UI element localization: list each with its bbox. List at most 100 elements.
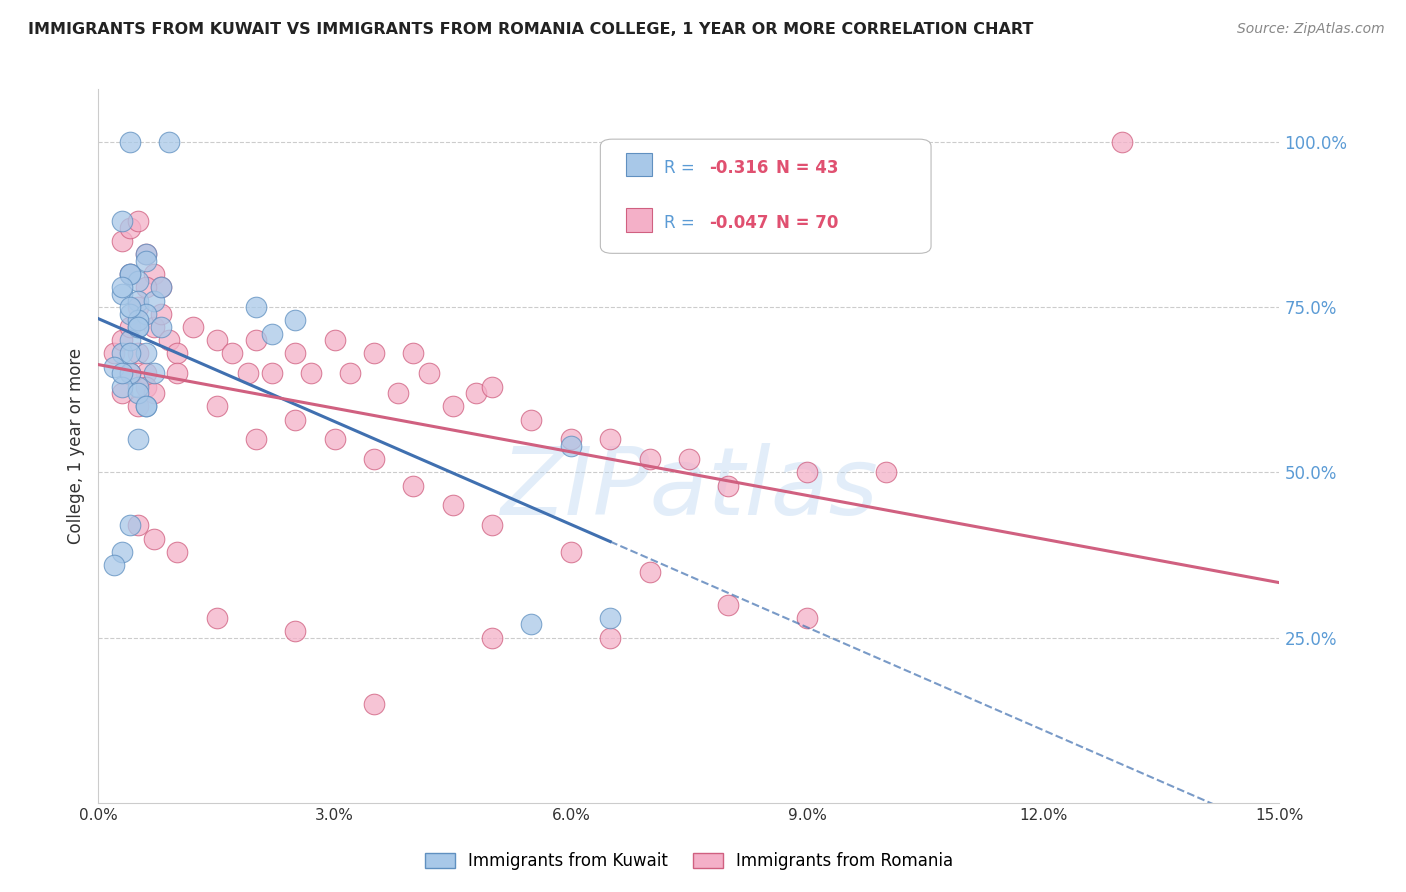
Y-axis label: College, 1 year or more: College, 1 year or more — [67, 348, 86, 544]
Point — [181, 320, 204, 334]
Point — [402, 478, 425, 492]
Point — [127, 400, 149, 414]
Point — [127, 214, 149, 228]
Point — [260, 367, 283, 381]
Point — [118, 346, 141, 360]
Point — [205, 333, 228, 347]
FancyBboxPatch shape — [626, 153, 652, 177]
Point — [560, 433, 582, 447]
Point — [678, 452, 700, 467]
Point — [441, 400, 464, 414]
Point — [157, 333, 180, 347]
Point — [111, 214, 134, 228]
Point — [135, 307, 157, 321]
Point — [118, 300, 141, 314]
Point — [118, 333, 141, 347]
Point — [150, 320, 173, 334]
Text: Source: ZipAtlas.com: Source: ZipAtlas.com — [1237, 22, 1385, 37]
Point — [363, 697, 385, 711]
Text: N = 43: N = 43 — [776, 159, 839, 177]
Point — [245, 300, 267, 314]
Point — [142, 320, 165, 334]
Point — [111, 280, 134, 294]
Text: -0.047: -0.047 — [709, 214, 769, 232]
Point — [103, 346, 125, 360]
Legend: Immigrants from Kuwait, Immigrants from Romania: Immigrants from Kuwait, Immigrants from … — [418, 846, 960, 877]
Point — [418, 367, 440, 381]
Point — [142, 386, 165, 401]
Point — [118, 267, 141, 281]
Point — [284, 624, 307, 638]
Point — [323, 433, 346, 447]
Point — [465, 386, 488, 401]
Point — [135, 280, 157, 294]
Point — [135, 367, 157, 381]
Point — [284, 412, 307, 426]
Point — [875, 466, 897, 480]
Text: ZIPatlas: ZIPatlas — [501, 443, 877, 534]
Point — [118, 367, 141, 381]
Point — [166, 367, 188, 381]
Point — [142, 267, 165, 281]
Point — [323, 333, 346, 347]
Point — [284, 346, 307, 360]
Point — [135, 247, 157, 261]
Point — [118, 320, 141, 334]
Point — [127, 274, 149, 288]
Point — [135, 379, 157, 393]
Point — [127, 386, 149, 401]
Point — [118, 367, 141, 381]
Point — [796, 466, 818, 480]
Point — [103, 359, 125, 374]
Point — [441, 499, 464, 513]
Point — [245, 333, 267, 347]
Point — [560, 545, 582, 559]
Point — [150, 280, 173, 294]
Point — [118, 267, 141, 281]
Point — [103, 558, 125, 572]
Text: R =: R = — [664, 159, 700, 177]
Point — [127, 433, 149, 447]
FancyBboxPatch shape — [626, 209, 652, 232]
Point — [135, 247, 157, 261]
Text: -0.316: -0.316 — [709, 159, 769, 177]
Point — [717, 598, 740, 612]
Point — [560, 439, 582, 453]
Point — [284, 313, 307, 327]
Point — [127, 320, 149, 334]
Point — [638, 452, 661, 467]
Point — [339, 367, 361, 381]
Point — [135, 400, 157, 414]
Point — [1111, 135, 1133, 149]
Point — [205, 400, 228, 414]
Point — [111, 234, 134, 248]
Point — [127, 313, 149, 327]
FancyBboxPatch shape — [600, 139, 931, 253]
Point — [118, 307, 141, 321]
Point — [118, 135, 141, 149]
Point — [166, 545, 188, 559]
Point — [135, 346, 157, 360]
Point — [111, 386, 134, 401]
Point — [245, 433, 267, 447]
Point — [166, 346, 188, 360]
Point — [127, 518, 149, 533]
Point — [118, 518, 141, 533]
Point — [135, 400, 157, 414]
Point — [111, 545, 134, 559]
Point — [142, 367, 165, 381]
Point — [520, 617, 543, 632]
Point — [638, 565, 661, 579]
Point — [236, 367, 259, 381]
Point — [150, 307, 173, 321]
Point — [111, 367, 134, 381]
Point — [127, 300, 149, 314]
Point — [127, 346, 149, 360]
Text: IMMIGRANTS FROM KUWAIT VS IMMIGRANTS FROM ROMANIA COLLEGE, 1 YEAR OR MORE CORREL: IMMIGRANTS FROM KUWAIT VS IMMIGRANTS FRO… — [28, 22, 1033, 37]
Point — [111, 346, 134, 360]
Point — [599, 631, 621, 645]
Point — [127, 293, 149, 308]
Point — [111, 333, 134, 347]
Point — [599, 433, 621, 447]
Text: N = 70: N = 70 — [776, 214, 839, 232]
